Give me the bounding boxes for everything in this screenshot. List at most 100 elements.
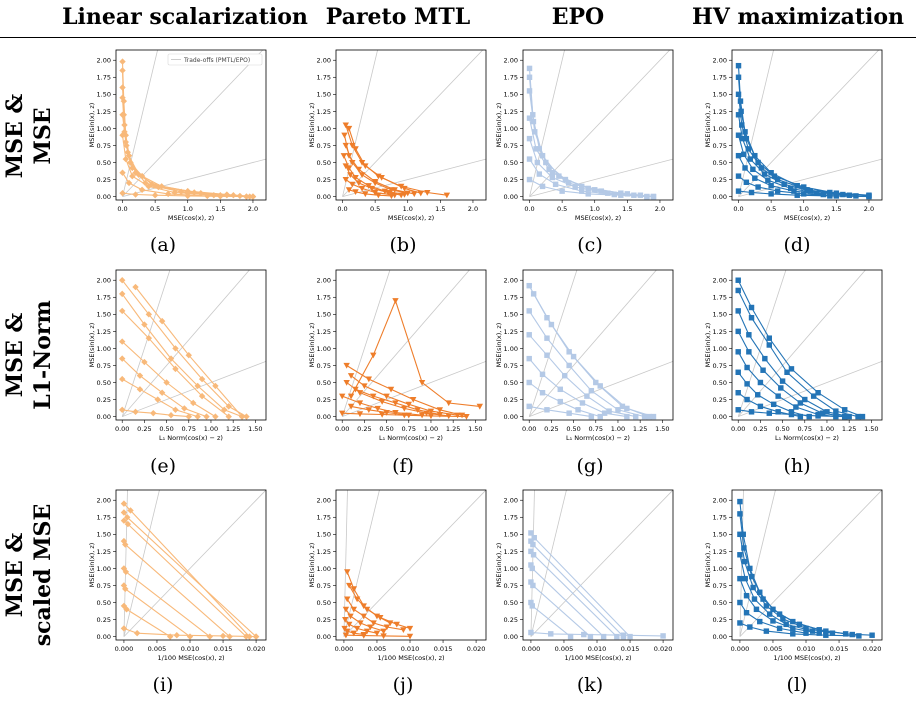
- data-point: [375, 192, 382, 199]
- data-point: [751, 596, 758, 602]
- y-tick-label: 1.00: [97, 565, 111, 573]
- data-point: [145, 311, 153, 318]
- y-tick-label: 2.00: [504, 497, 518, 505]
- series-line: [528, 382, 601, 418]
- y-tick-label: 1.25: [504, 328, 518, 336]
- data-point: [405, 401, 412, 408]
- plot-area: [735, 50, 882, 200]
- data-point: [172, 365, 179, 373]
- y-tick-label: 0.75: [504, 362, 518, 370]
- data-point: [445, 400, 452, 407]
- y-tick-label: 1.25: [97, 328, 111, 336]
- data-point: [567, 633, 574, 640]
- data-point: [120, 582, 128, 589]
- data-point: [167, 412, 175, 419]
- y-tick-label: 0.00: [97, 413, 111, 421]
- data-point: [125, 152, 133, 159]
- y-tick-label: 2.00: [317, 497, 331, 505]
- y-tick-label: 1.50: [317, 91, 331, 99]
- axes-frame: [115, 49, 267, 201]
- data-point: [526, 403, 532, 410]
- data-point: [158, 317, 166, 325]
- x-tick-label: 0.75: [182, 425, 196, 433]
- y-tick-label: 1.00: [317, 345, 331, 353]
- tradeoff-line: [739, 490, 744, 637]
- data-point: [787, 185, 794, 192]
- data-point: [536, 171, 543, 177]
- y-tick-label: 0.25: [317, 396, 331, 404]
- y-tick-label: 1.00: [504, 345, 518, 353]
- data-point: [869, 632, 875, 638]
- data-point: [735, 132, 742, 138]
- x-tick-label: 0.50: [159, 425, 173, 433]
- data-point: [436, 407, 444, 413]
- tradeoff-line: [121, 270, 250, 417]
- plot-area: [341, 490, 486, 640]
- data-point: [735, 91, 742, 98]
- data-point: [748, 189, 755, 196]
- data-point: [526, 88, 533, 94]
- series-line: [342, 412, 467, 418]
- data-point: [790, 618, 796, 625]
- x-tick-label: 0.000: [335, 645, 354, 653]
- data-point: [532, 129, 538, 135]
- plot-area: [526, 270, 673, 420]
- data-point: [557, 386, 563, 393]
- data-point: [392, 298, 399, 304]
- data-point: [735, 349, 741, 355]
- y-tick-label: 2.00: [713, 57, 727, 65]
- y-axis-label: MSE(sin(x), z): [88, 323, 96, 368]
- data-point: [141, 358, 148, 366]
- data-point: [132, 408, 139, 416]
- y-tick-label: 1.00: [504, 125, 518, 133]
- data-point: [119, 94, 126, 101]
- x-tick-label: 0.015: [830, 645, 849, 653]
- chart-panel: 0.000.250.500.751.001.251.501.752.000.00…: [495, 269, 674, 442]
- y-tick-label: 1.00: [713, 565, 727, 573]
- data-point: [619, 403, 626, 410]
- data-point: [378, 174, 385, 181]
- y-axis-label: MSE(sin(x), z): [704, 103, 712, 148]
- data-point: [557, 398, 563, 405]
- plot-area: [119, 270, 266, 420]
- data-point: [646, 413, 652, 420]
- data-point: [758, 165, 765, 171]
- x-axis-label: 1/100 MSE(cos(x), z): [377, 654, 444, 662]
- data-point: [620, 632, 627, 638]
- x-tick-label: 0.020: [247, 645, 266, 653]
- data-point: [827, 193, 833, 199]
- y-tick-label: 0.00: [97, 633, 111, 641]
- tradeoff-line: [342, 50, 378, 197]
- x-tick-label: 1.5: [215, 205, 225, 213]
- tradeoff-line: [739, 490, 776, 637]
- x-tick-label: 0.50: [775, 425, 789, 433]
- data-point: [742, 575, 748, 582]
- x-tick-label: 1.00: [611, 425, 625, 433]
- data-point: [614, 633, 620, 640]
- y-tick-label: 0.50: [504, 599, 518, 607]
- y-tick-label: 2.00: [713, 497, 727, 505]
- data-point: [124, 514, 131, 521]
- data-point: [119, 338, 126, 345]
- tradeoff-line: [122, 50, 264, 197]
- data-point: [544, 407, 550, 413]
- data-point: [345, 187, 353, 193]
- data-point: [358, 159, 366, 166]
- data-point: [794, 192, 800, 198]
- data-point: [735, 152, 742, 159]
- data-point: [476, 403, 483, 410]
- data-point: [418, 379, 426, 386]
- data-point: [761, 171, 768, 177]
- subcaption-i: (i): [152, 674, 174, 696]
- data-point: [342, 122, 349, 129]
- data-point: [548, 631, 554, 637]
- y-tick-label: 0.75: [713, 362, 727, 370]
- data-point: [739, 122, 745, 128]
- x-tick-label: 1.00: [204, 425, 218, 433]
- x-axis-label: MSE(cos(x), z): [168, 214, 214, 222]
- data-point: [122, 155, 129, 163]
- data-point: [342, 163, 349, 170]
- data-point: [138, 186, 146, 193]
- data-point: [859, 413, 866, 420]
